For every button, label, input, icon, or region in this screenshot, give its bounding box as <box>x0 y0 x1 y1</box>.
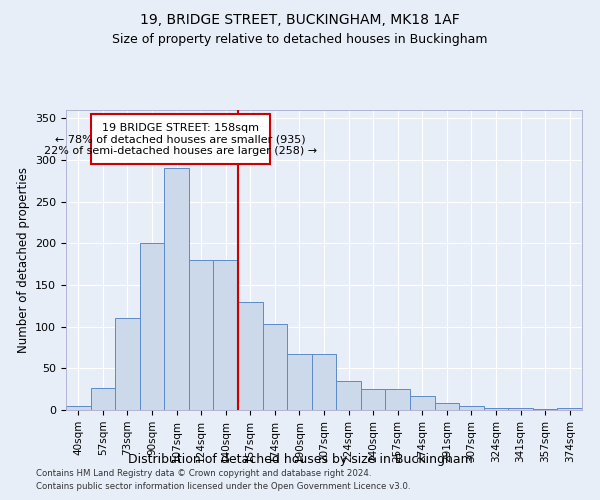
Bar <box>434 404 459 410</box>
Bar <box>238 302 263 410</box>
Text: Distribution of detached houses by size in Buckingham: Distribution of detached houses by size … <box>128 452 472 466</box>
Bar <box>533 409 557 410</box>
Bar <box>263 324 287 410</box>
Bar <box>312 354 336 410</box>
FancyBboxPatch shape <box>91 114 270 164</box>
Bar <box>361 389 385 410</box>
Bar <box>336 381 361 410</box>
Bar <box>66 406 91 410</box>
Text: Contains HM Land Registry data © Crown copyright and database right 2024.: Contains HM Land Registry data © Crown c… <box>36 468 371 477</box>
Text: 19, BRIDGE STREET, BUCKINGHAM, MK18 1AF: 19, BRIDGE STREET, BUCKINGHAM, MK18 1AF <box>140 12 460 26</box>
Bar <box>508 408 533 410</box>
Bar <box>140 244 164 410</box>
Bar <box>91 388 115 410</box>
Bar <box>557 408 582 410</box>
Text: Size of property relative to detached houses in Buckingham: Size of property relative to detached ho… <box>112 32 488 46</box>
Bar <box>214 260 238 410</box>
Bar <box>385 389 410 410</box>
Bar <box>115 318 140 410</box>
Bar <box>189 260 214 410</box>
Bar <box>287 354 312 410</box>
Bar <box>164 168 189 410</box>
Bar <box>484 408 508 410</box>
Text: 19 BRIDGE STREET: 158sqm
← 78% of detached houses are smaller (935)
22% of semi-: 19 BRIDGE STREET: 158sqm ← 78% of detach… <box>44 122 317 156</box>
Y-axis label: Number of detached properties: Number of detached properties <box>17 167 29 353</box>
Text: Contains public sector information licensed under the Open Government Licence v3: Contains public sector information licen… <box>36 482 410 491</box>
Bar <box>459 406 484 410</box>
Bar <box>410 396 434 410</box>
